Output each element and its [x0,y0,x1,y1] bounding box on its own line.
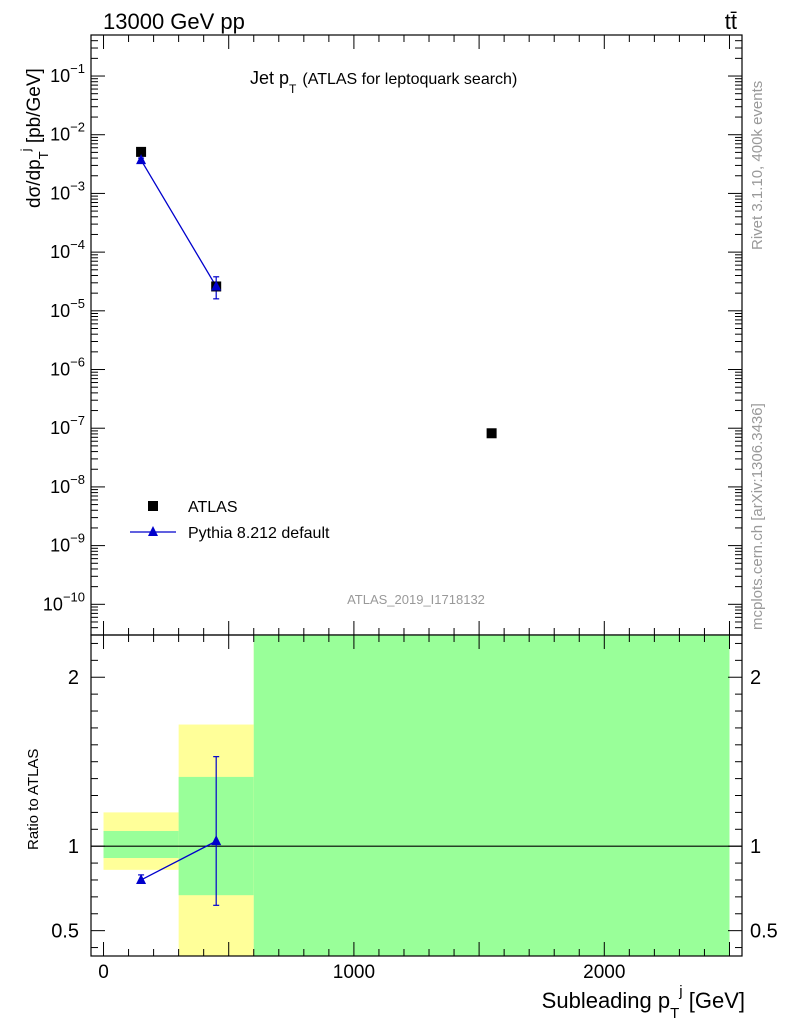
ratio-xtick-label: 0 [98,962,109,983]
legend-atlas-marker [148,501,158,511]
ratio-ytick-label: 1 [68,836,79,858]
legend: ATLAS Pythia 8.212 default [130,499,330,542]
main-panel: 10−1 10−2 10−3 10−4 10−5 10−6 10−7 10−8 10−9 10−1… [18,34,743,636]
main-frame [90,34,743,636]
ratio-ytick-label: 0.5 [51,921,79,943]
main-ylabel: dσ/dpTj [pb/GeV] [18,68,51,208]
mcplots-label: mcplots.cern.ch [arXiv:1306.3436] [749,403,766,630]
ratio-ylabel: Ratio to ATLAS [25,749,42,850]
main-ytick-label: 10−1 [50,61,85,86]
main-title-rest: (ATLAS for leptoquark search) [302,71,517,88]
main-ytick-label: 10−10 [43,589,85,614]
energy-label: 13000 GeV pp [103,9,245,34]
process-label: tt̄ [725,9,737,34]
main-ytick-label: 10−6 [50,355,85,380]
atlas-point [136,146,147,157]
atlas-point [486,428,497,439]
main-title-text: Jet p [250,68,289,88]
ratio-ytick-label-right: 0.5 [750,921,778,943]
legend-mc-label: Pythia 8.212 default [188,525,330,542]
analysis-watermark: ATLAS_2019_I1718132 [347,592,485,607]
main-ytick-label: 10−4 [50,237,85,262]
main-ytick-label: 10−9 [50,531,85,556]
ratio-xtick-label: 2000 [583,962,625,983]
mc-point [211,280,222,291]
ratio-mc-point [211,835,222,846]
ratio-band-green [103,830,179,859]
main-ytick-label: 10−2 [50,120,85,145]
ratio-panel: 0.5 0.5 1 1 2 2 0 1000 2000 Ratio to ATLAS Suble… [25,634,778,1022]
main-title: Jet pT (ATLAS for leptoquark search) [250,68,517,96]
main-ytick-label: 10−5 [50,296,85,321]
legend-atlas-label: ATLAS [188,499,238,516]
legend-mc-marker [148,526,158,536]
ratio-ytick-label-right: 1 [750,836,761,858]
ratio-ytick-label: 2 [68,667,79,689]
ratio-band-green [253,635,730,956]
mc-series-line [140,159,217,287]
main-ytick-label: 10−3 [50,178,85,203]
main-title-sub: T [289,82,297,96]
ratio-xlabel: Subleading pTj [GeV] [542,983,745,1022]
main-ytick-label: 10−8 [50,472,85,497]
ratio-mc-point [136,873,147,884]
ratio-xtick-label: 1000 [333,962,375,983]
ratio-ytick-label-right: 2 [750,667,761,689]
main-ytick-label: 10−7 [50,413,85,438]
rivet-label: Rivet 3.1.10, 400k events [749,81,766,250]
mc-point [136,154,147,165]
ratio-mc-line [140,840,217,881]
